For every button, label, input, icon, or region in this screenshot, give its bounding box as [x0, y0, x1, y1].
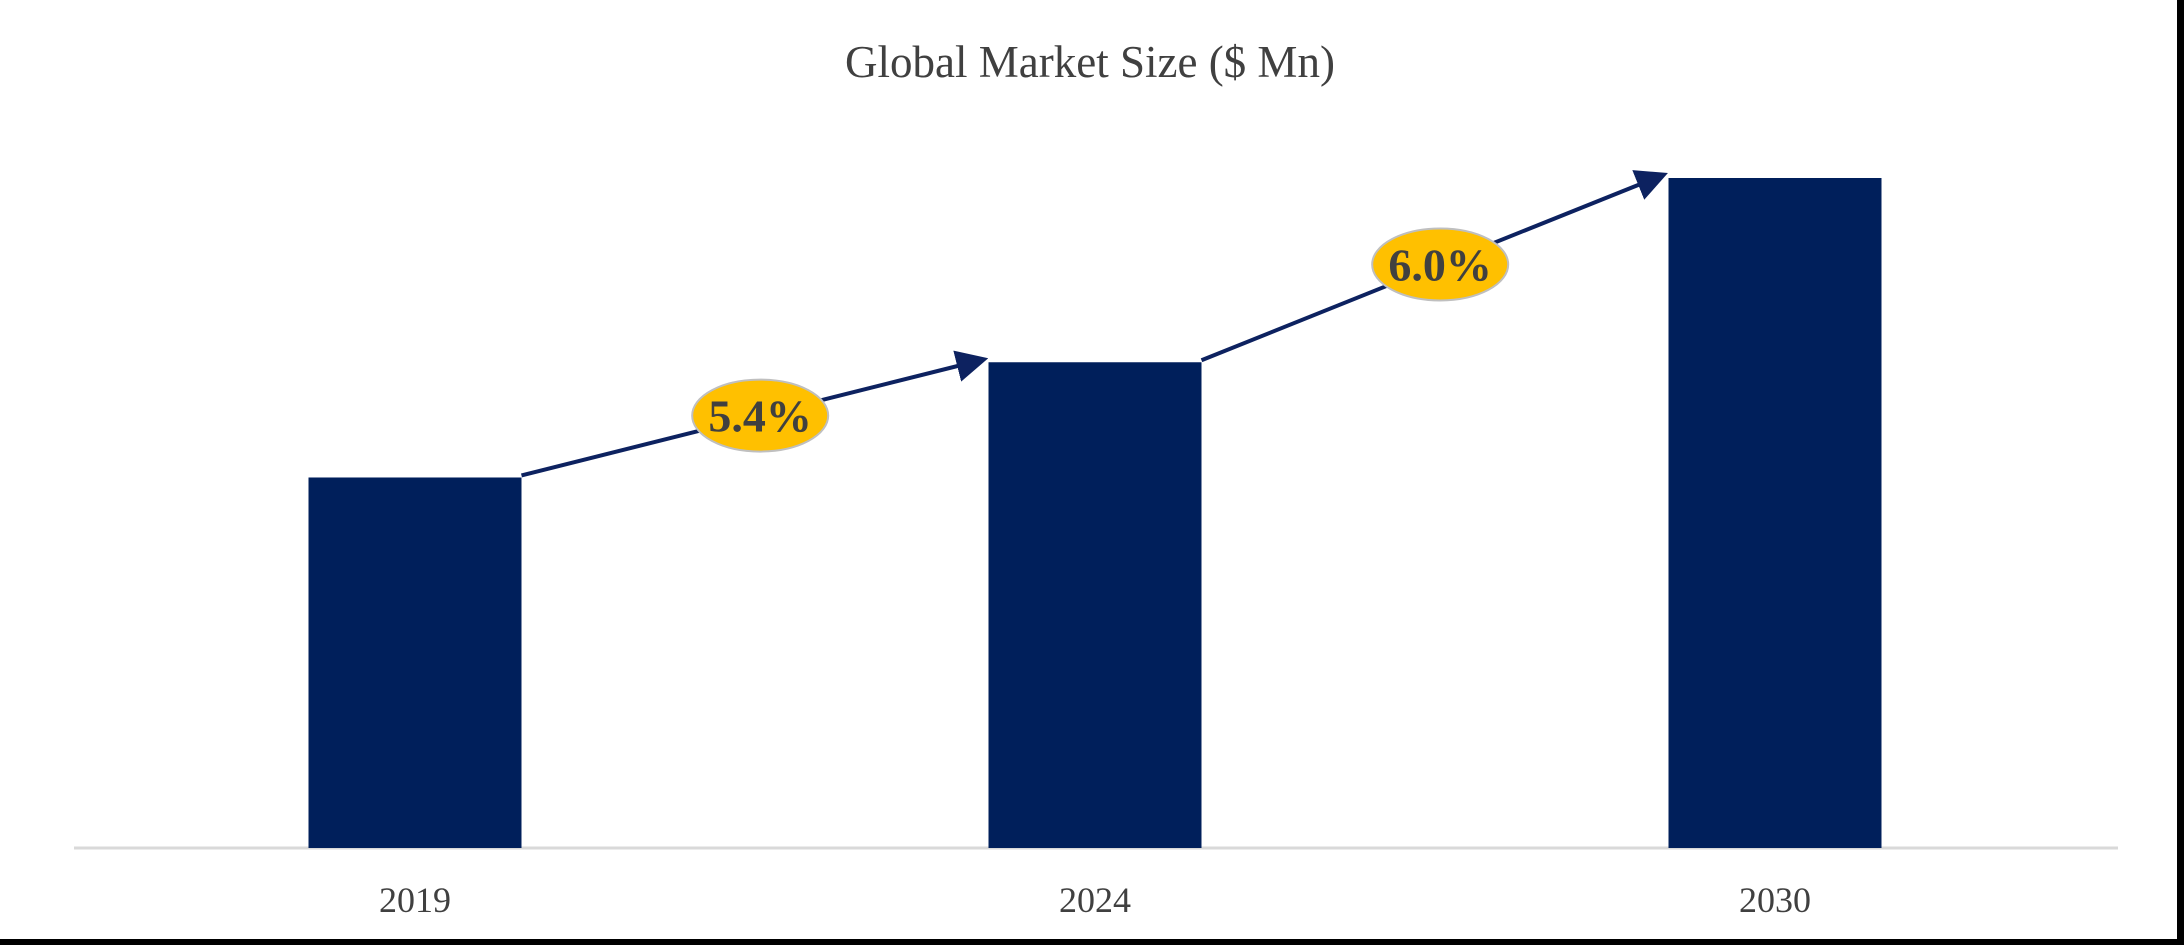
bar-2019	[308, 477, 522, 848]
cagr-badge	[691, 378, 830, 453]
cagr-badge	[1371, 227, 1510, 302]
cagr-label: 6.0%	[1388, 239, 1492, 290]
cagr-label: 5.4%	[708, 391, 812, 442]
x-tick-label: 2024	[1059, 880, 1131, 920]
bar-2030	[1668, 178, 1882, 848]
bar-2024	[988, 362, 1202, 848]
x-tick-label: 2019	[379, 880, 451, 920]
x-tick-label: 2030	[1739, 880, 1811, 920]
chart-title: Global Market Size ($ Mn)	[845, 37, 1335, 87]
